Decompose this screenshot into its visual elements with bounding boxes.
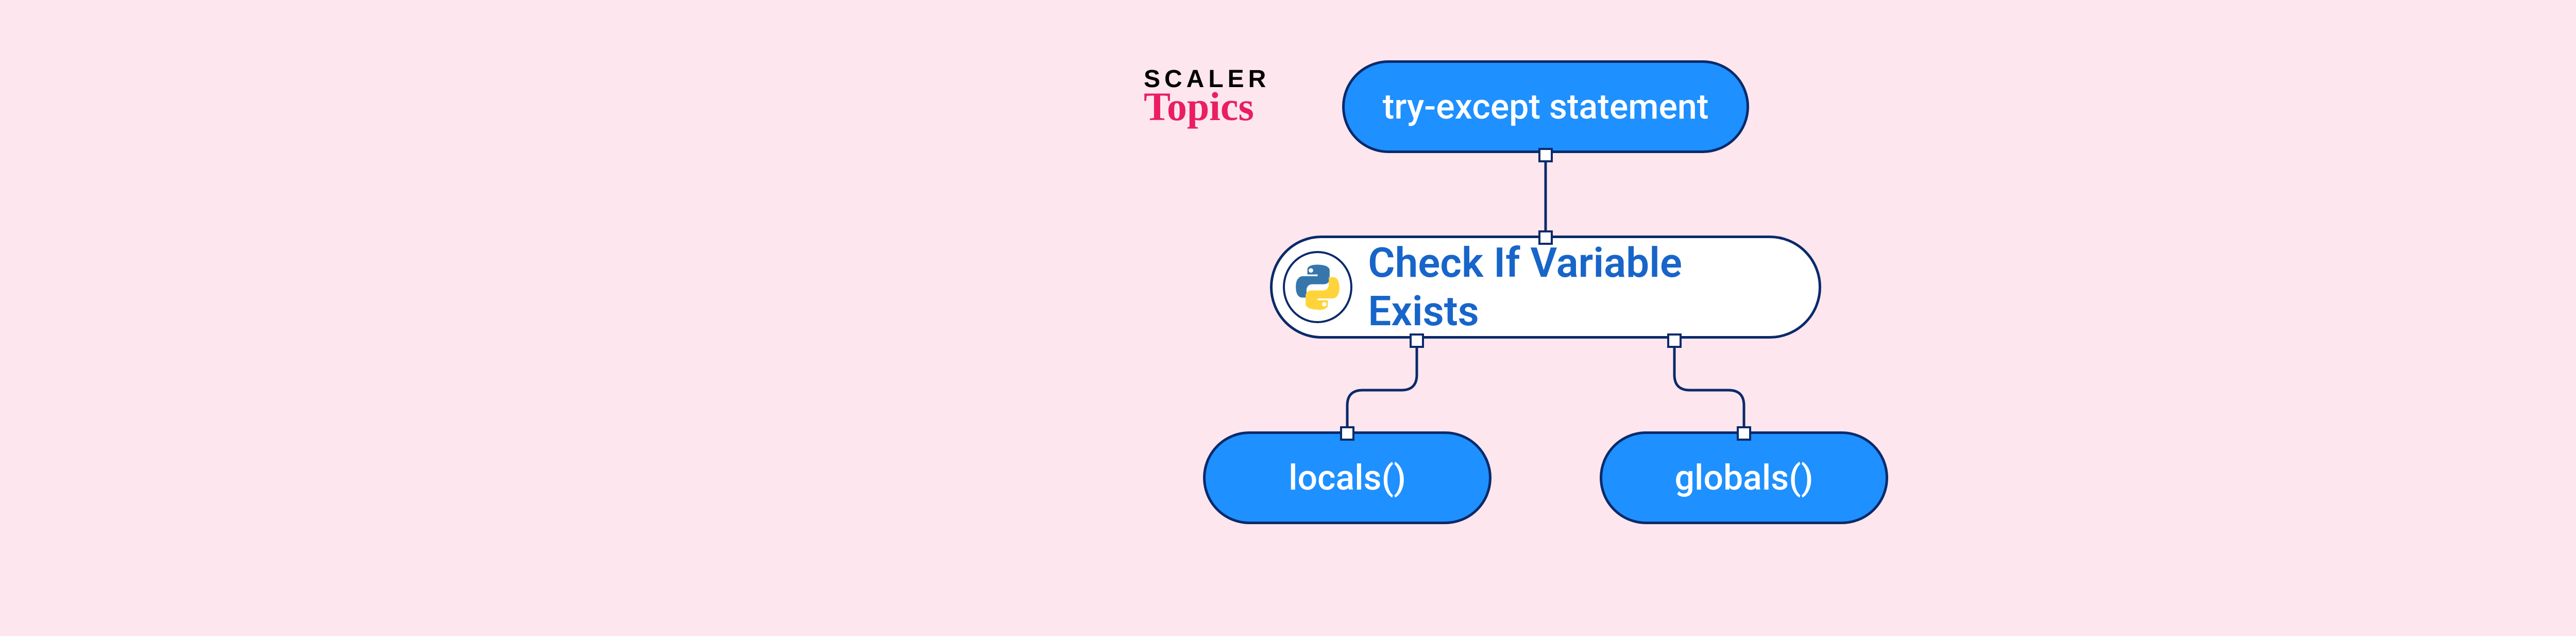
port-middle-bottom-left — [1410, 333, 1424, 348]
node-label: try-except statement — [1383, 86, 1709, 127]
node-label: locals() — [1289, 457, 1406, 498]
node-label: globals() — [1675, 457, 1814, 498]
node-check-variable: Check If Variable Exists — [1270, 236, 1821, 339]
node-globals: globals() — [1600, 431, 1888, 524]
diagram-canvas: try-except statement Check If Variable E… — [1128, 60, 1963, 576]
port-globals-top — [1737, 426, 1751, 441]
node-try-except: try-except statement — [1342, 60, 1749, 153]
port-middle-top — [1538, 230, 1553, 245]
node-label: Check If Variable Exists — [1368, 239, 1819, 336]
port-top-bottom — [1538, 148, 1553, 162]
node-locals: locals() — [1203, 431, 1492, 524]
port-locals-top — [1340, 426, 1354, 441]
python-icon — [1283, 251, 1352, 323]
port-middle-bottom-right — [1667, 333, 1682, 348]
